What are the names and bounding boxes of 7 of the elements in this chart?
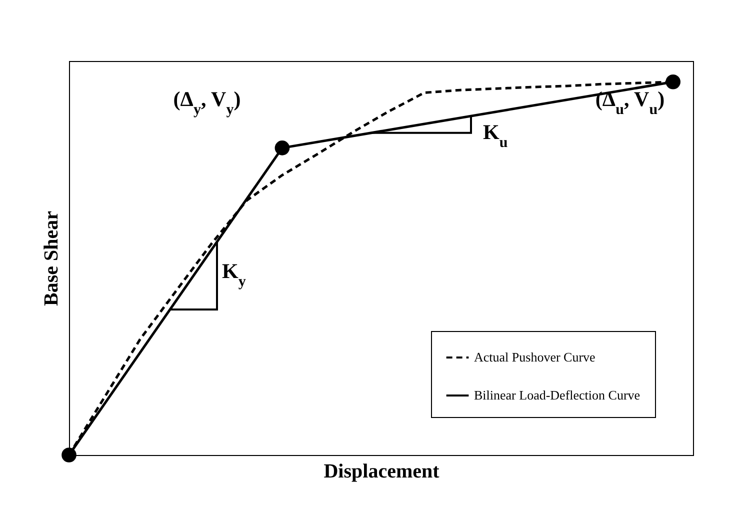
- annotation: (Δ$_{y}$, V$_{y}$): [173, 87, 241, 118]
- y-axis-title: Base Shear: [40, 210, 62, 306]
- annotation: K$_{u}$: [483, 120, 508, 151]
- annotation: K$_{y}$: [222, 259, 246, 290]
- legend-label: Bilinear Load-Deflection Curve: [474, 388, 640, 402]
- legend-label: Actual Pushover Curve: [474, 350, 596, 364]
- x-axis-title: Displacement: [324, 460, 440, 482]
